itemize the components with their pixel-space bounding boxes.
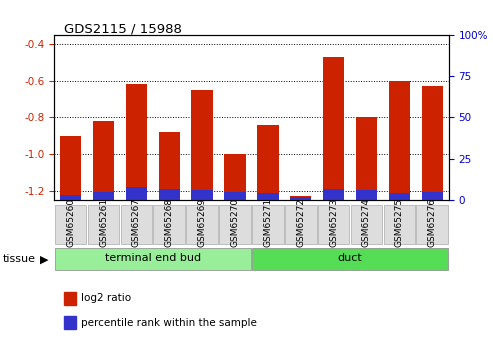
Text: GSM65261: GSM65261 [99,198,108,247]
FancyBboxPatch shape [88,205,119,244]
FancyBboxPatch shape [55,248,251,270]
Text: GSM65267: GSM65267 [132,198,141,247]
Bar [388,80,410,200]
Text: GSM65273: GSM65273 [329,198,338,247]
Bar [191,90,213,200]
Text: GSM65269: GSM65269 [198,198,207,247]
FancyBboxPatch shape [417,205,448,244]
Bar [126,84,147,200]
Bar [290,196,312,200]
Bar [93,121,114,200]
Text: GSM65272: GSM65272 [296,198,305,247]
Bar [126,187,147,200]
Bar [290,197,312,200]
FancyBboxPatch shape [252,205,283,244]
Bar [257,125,279,200]
Bar [60,195,81,200]
Text: GSM65260: GSM65260 [66,198,75,247]
FancyBboxPatch shape [121,205,152,244]
FancyBboxPatch shape [55,205,86,244]
Text: GSM65271: GSM65271 [263,198,272,247]
FancyBboxPatch shape [153,205,185,244]
Text: GSM65270: GSM65270 [231,198,240,247]
Text: GSM65275: GSM65275 [395,198,404,247]
Bar [159,188,180,200]
Text: GSM65268: GSM65268 [165,198,174,247]
Text: GSM65276: GSM65276 [428,198,437,247]
Text: tissue: tissue [2,255,35,264]
Text: GDS2115 / 15988: GDS2115 / 15988 [64,22,182,36]
Bar [224,154,246,200]
Bar [93,192,114,200]
FancyBboxPatch shape [351,205,382,244]
Text: duct: duct [338,253,362,263]
Bar [224,192,246,200]
Bar [323,57,344,200]
FancyBboxPatch shape [252,248,448,270]
Bar [323,188,344,200]
Bar [422,192,443,200]
Bar [159,132,180,200]
Text: percentile rank within the sample: percentile rank within the sample [81,318,257,327]
Bar [388,194,410,200]
Text: terminal end bud: terminal end bud [105,253,201,263]
Bar [257,194,279,200]
Text: ▶: ▶ [40,255,49,264]
FancyBboxPatch shape [318,205,350,244]
Bar [422,86,443,200]
FancyBboxPatch shape [219,205,251,244]
Text: log2 ratio: log2 ratio [81,294,132,303]
FancyBboxPatch shape [384,205,415,244]
FancyBboxPatch shape [186,205,218,244]
Bar [356,190,377,200]
Text: GSM65274: GSM65274 [362,198,371,247]
FancyBboxPatch shape [285,205,317,244]
Bar [356,117,377,200]
Bar [191,190,213,200]
Bar [60,136,81,200]
